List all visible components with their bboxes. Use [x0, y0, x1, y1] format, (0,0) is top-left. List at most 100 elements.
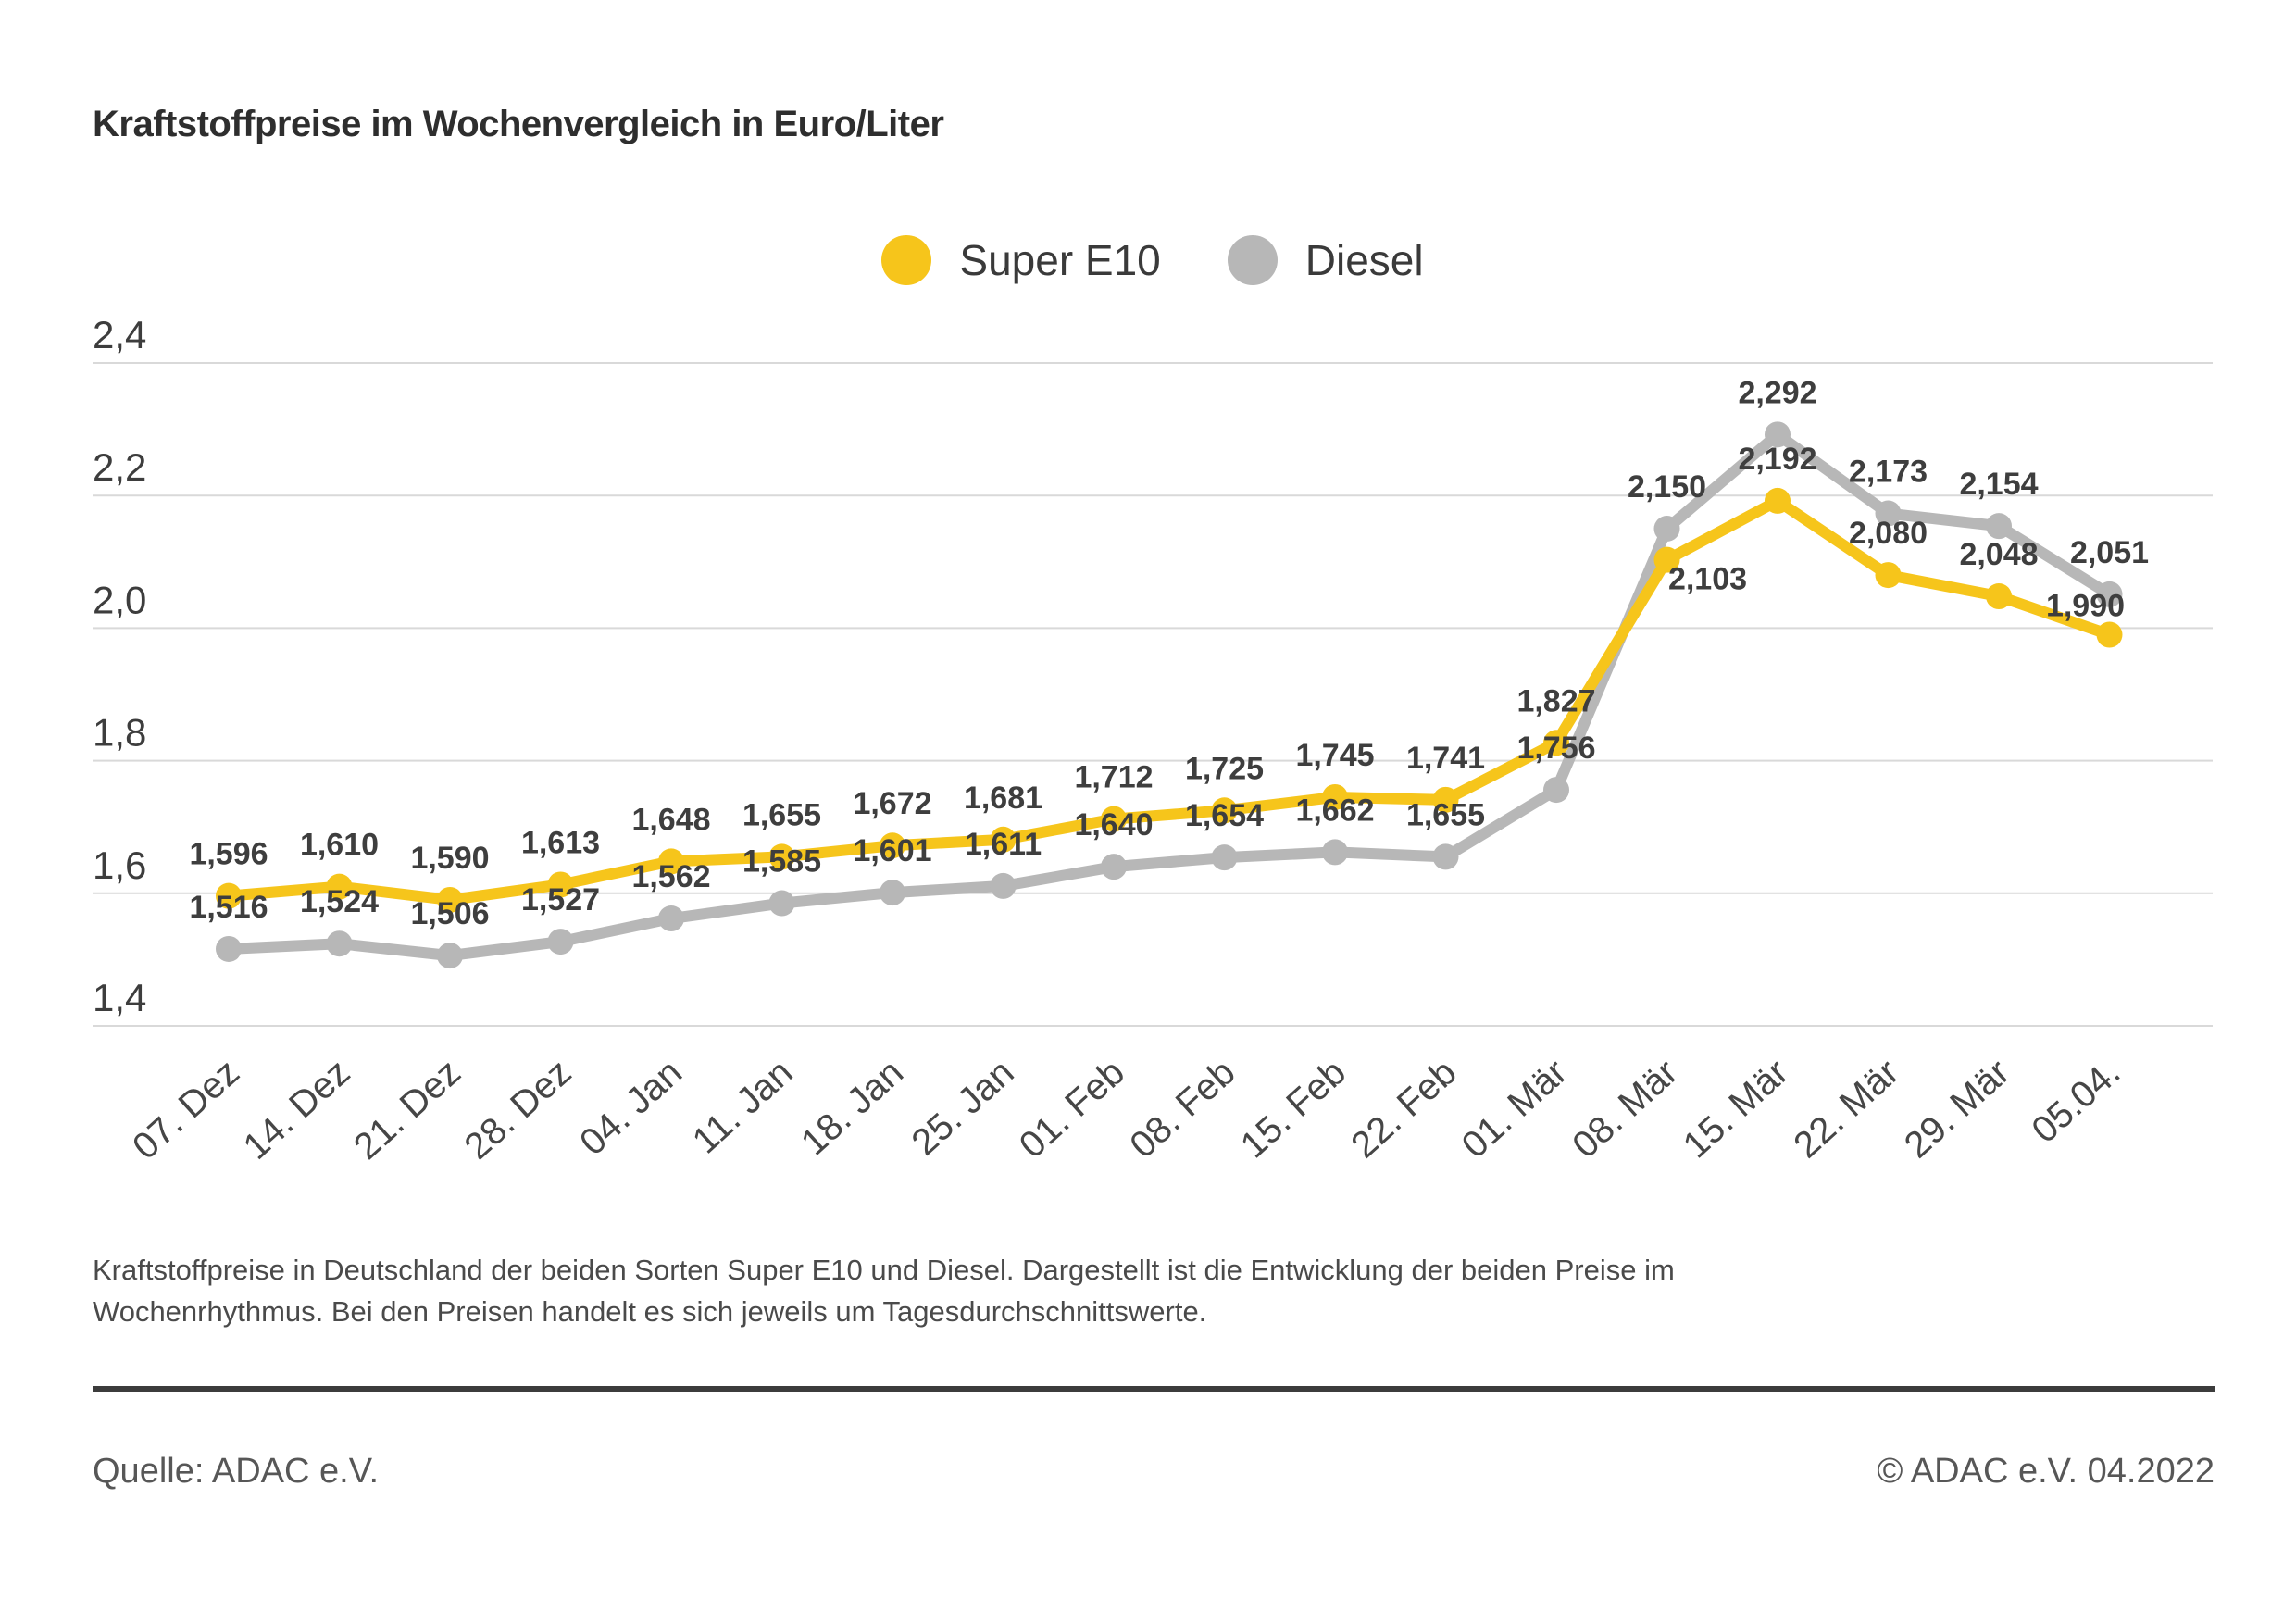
- value-label-super-e10: 2,192: [1738, 442, 1816, 477]
- chart-caption: Kraftstoffpreise in Deutschland der beid…: [93, 1254, 1675, 1328]
- data-point-diesel: [768, 890, 795, 917]
- data-point-diesel: [326, 930, 353, 957]
- value-label-diesel: 1,585: [742, 844, 821, 880]
- value-label-super-e10: 1,990: [2046, 589, 2125, 624]
- value-label-super-e10: 1,672: [853, 786, 931, 821]
- value-label-super-e10: 1,655: [742, 797, 821, 832]
- value-label-diesel: 1,654: [1185, 798, 1264, 833]
- value-label-diesel: 1,527: [521, 882, 600, 918]
- value-label-super-e10: 1,596: [189, 837, 268, 872]
- value-label-diesel: 1,655: [1406, 797, 1485, 832]
- data-point-diesel: [1432, 843, 1459, 870]
- data-point-super-e10: [1432, 786, 1459, 813]
- y-axis-label: 1,6: [93, 843, 146, 887]
- value-label-super-e10: 1,712: [1074, 760, 1153, 795]
- diesel-dot-icon: [1227, 235, 1278, 285]
- value-label-super-e10: 1,681: [964, 781, 1042, 816]
- value-label-super-e10: 1,827: [1516, 683, 1595, 718]
- x-axis-label: 05.04.: [2024, 1052, 2128, 1151]
- data-point-diesel: [1543, 777, 1569, 804]
- value-label-diesel: 2,173: [1849, 455, 1928, 490]
- value-label-super-e10: 1,725: [1185, 751, 1264, 786]
- data-point-super-e10: [437, 886, 463, 913]
- footer-divider: [93, 1386, 2215, 1392]
- data-point-super-e10: [1322, 783, 1348, 810]
- source-text: Quelle: ADAC e.V.: [93, 1452, 380, 1491]
- data-point-diesel: [1765, 421, 1791, 448]
- data-point-super-e10: [547, 871, 574, 898]
- value-label-diesel: 1,640: [1074, 807, 1153, 843]
- data-point-diesel: [880, 880, 905, 906]
- data-point-super-e10: [658, 848, 684, 875]
- data-point-super-e10: [1211, 797, 1238, 824]
- value-label-super-e10: 1,590: [410, 841, 489, 876]
- data-point-super-e10: [1101, 806, 1127, 832]
- value-label-diesel: 2,154: [1959, 467, 2038, 502]
- value-label-diesel: 2,292: [1738, 375, 1816, 410]
- chart-legend: Super E10 Diesel: [93, 235, 2213, 285]
- y-axis-label: 2,2: [93, 445, 146, 489]
- data-point-super-e10: [1543, 730, 1569, 756]
- fuel-price-line-chart: 2,4 2,2 2,0 1,8 1,6 1,4 1,596 1,610 1,590 1,613 1,…: [93, 313, 2213, 1168]
- data-point-super-e10: [216, 882, 242, 909]
- x-axis-label: 08. Mär: [1565, 1052, 1685, 1166]
- x-axis-label: 08. Feb: [1122, 1052, 1242, 1166]
- x-axis-label: 15. Feb: [1233, 1052, 1354, 1166]
- page-title: Kraftstoffpreise im Wochenvergleich in E…: [93, 104, 944, 144]
- x-axis-label: 22. Feb: [1343, 1052, 1464, 1166]
- value-label-super-e10: 2,080: [1849, 516, 1928, 551]
- value-label-diesel: 1,506: [410, 896, 489, 931]
- data-point-super-e10: [768, 843, 795, 870]
- value-label-super-e10: 1,613: [521, 825, 600, 860]
- x-axis-label: 15. Mär: [1676, 1052, 1796, 1166]
- x-axis-label: 29. Mär: [1897, 1052, 2017, 1166]
- data-point-super-e10: [1765, 487, 1791, 514]
- value-label-super-e10: 1,610: [300, 828, 379, 863]
- value-label-super-e10: 2,103: [1668, 562, 1747, 597]
- data-point-diesel: [990, 872, 1017, 899]
- data-point-diesel: [1875, 500, 1902, 527]
- data-point-super-e10: [990, 826, 1017, 853]
- data-point-super-e10: [1653, 546, 1680, 573]
- value-label-diesel: 1,611: [965, 827, 1042, 862]
- value-label-diesel: 1,562: [631, 859, 710, 894]
- x-axis-label: 22. Mär: [1786, 1052, 1906, 1166]
- data-point-super-e10: [326, 873, 353, 900]
- copyright-text: © ADAC e.V. 04.2022: [1877, 1452, 2215, 1491]
- data-point-diesel: [216, 935, 242, 962]
- data-point-super-e10: [880, 832, 905, 859]
- series-line-diesel: [223, 429, 2115, 962]
- y-axis-label: 2,0: [93, 578, 146, 621]
- value-label-super-e10: 1,648: [631, 802, 710, 837]
- value-label-super-e10: 1,741: [1406, 741, 1485, 776]
- y-axis-label: 1,8: [93, 711, 146, 755]
- value-label-diesel: 1,601: [853, 833, 931, 868]
- data-point-diesel: [1986, 513, 2012, 540]
- data-point-diesel: [547, 929, 574, 955]
- data-point-diesel: [1101, 854, 1127, 880]
- x-axis-label: 04. Jan: [572, 1052, 690, 1164]
- value-label-diesel: 1,756: [1516, 731, 1595, 766]
- value-label-diesel: 2,051: [2070, 535, 2149, 570]
- x-axis-label: 28. Dez: [457, 1052, 580, 1168]
- x-axis-label: 07. Dez: [125, 1052, 247, 1168]
- legend-label-diesel: Diesel: [1304, 236, 1424, 284]
- x-axis-label: 11. Jan: [685, 1052, 801, 1162]
- x-axis-label: 01. Feb: [1012, 1052, 1132, 1166]
- value-label-super-e10: 2,048: [1959, 537, 2038, 572]
- value-label-diesel: 2,150: [1628, 469, 1706, 505]
- super-e10-dot-icon: [881, 235, 932, 285]
- data-point-diesel: [1322, 839, 1348, 866]
- data-point-super-e10: [1875, 562, 1902, 589]
- legend-item-super-e10: Super E10: [881, 235, 1161, 285]
- data-point-super-e10: [2096, 621, 2123, 648]
- x-axis-label: 18. Jan: [793, 1052, 911, 1164]
- y-axis-label: 2,4: [93, 313, 146, 356]
- legend-item-diesel: Diesel: [1227, 235, 1424, 285]
- data-point-diesel: [2096, 581, 2123, 607]
- y-axis-label: 1,4: [93, 976, 146, 1019]
- value-label-diesel: 1,662: [1295, 793, 1374, 828]
- value-label-diesel: 1,524: [300, 884, 379, 919]
- x-axis-label: 21. Dez: [346, 1052, 468, 1168]
- series-line-super-e10: [223, 494, 2115, 905]
